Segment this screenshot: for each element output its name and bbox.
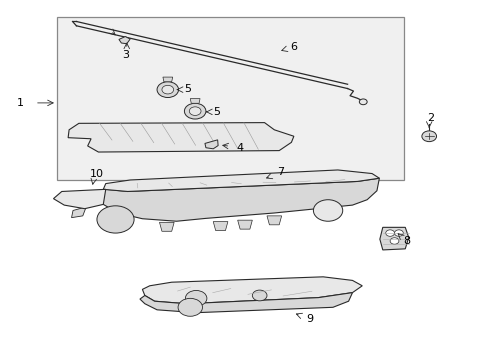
Polygon shape — [140, 293, 352, 313]
Text: 5: 5 — [213, 107, 220, 117]
Text: 6: 6 — [291, 42, 297, 51]
Circle shape — [394, 230, 403, 236]
Circle shape — [184, 103, 206, 119]
Polygon shape — [163, 77, 172, 82]
Text: 8: 8 — [404, 236, 411, 246]
Circle shape — [252, 290, 267, 301]
Circle shape — [162, 85, 173, 94]
Polygon shape — [380, 227, 409, 250]
Circle shape — [390, 238, 399, 244]
Polygon shape — [267, 216, 282, 225]
Text: 1: 1 — [17, 98, 24, 108]
Circle shape — [189, 107, 201, 116]
Polygon shape — [143, 277, 362, 304]
Text: 7: 7 — [277, 167, 284, 177]
Polygon shape — [159, 222, 174, 231]
Polygon shape — [213, 222, 228, 230]
Text: 9: 9 — [306, 314, 313, 324]
Circle shape — [157, 82, 178, 98]
Polygon shape — [98, 178, 379, 221]
Text: 5: 5 — [184, 84, 191, 94]
Text: 10: 10 — [90, 168, 103, 179]
Polygon shape — [205, 140, 218, 149]
Polygon shape — [190, 99, 200, 103]
Circle shape — [178, 298, 202, 316]
Polygon shape — [103, 170, 379, 192]
Polygon shape — [238, 220, 252, 229]
Circle shape — [185, 291, 207, 306]
Polygon shape — [72, 207, 86, 218]
Bar — [57, 17, 404, 180]
Circle shape — [422, 131, 437, 141]
Text: 4: 4 — [237, 143, 244, 153]
Circle shape — [386, 230, 394, 236]
Circle shape — [97, 206, 134, 233]
Circle shape — [314, 200, 343, 221]
Circle shape — [359, 99, 367, 105]
Text: 3: 3 — [122, 50, 129, 60]
Polygon shape — [53, 189, 106, 209]
Polygon shape — [119, 37, 130, 44]
Polygon shape — [68, 123, 294, 152]
Text: 2: 2 — [427, 113, 434, 123]
